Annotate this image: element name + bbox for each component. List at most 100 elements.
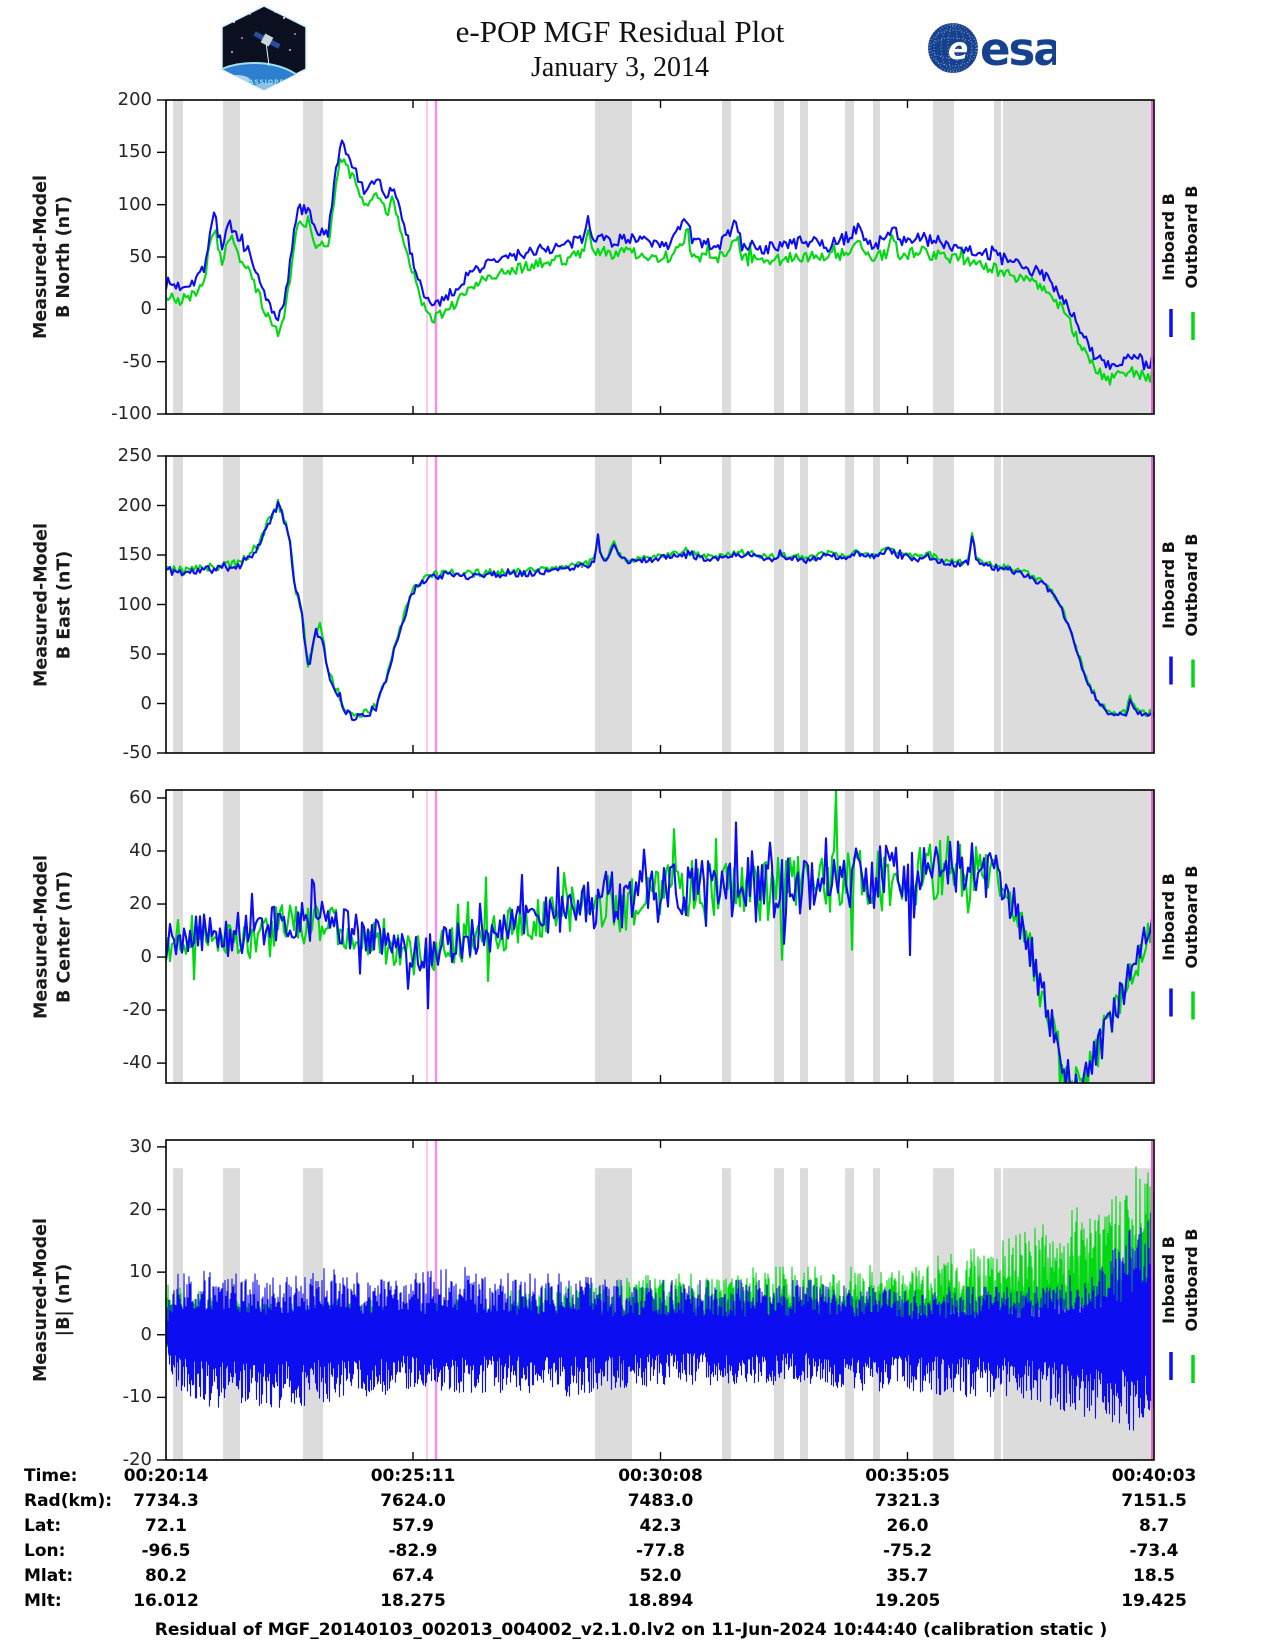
y-tick-label: 40: [129, 839, 152, 861]
legend-label-inboard: Inboard B: [1159, 540, 1178, 629]
interference-band: [722, 456, 732, 753]
esa-logo: e esa: [927, 22, 1056, 76]
legend-labels: Inboard B Outboard B: [1157, 520, 1205, 650]
outboard-b-series: [166, 158, 1154, 386]
legend-label-inboard: Inboard B: [1159, 193, 1178, 281]
x-axis-value: -96.5: [141, 1541, 191, 1561]
interference-band: [303, 790, 323, 1083]
interference-band: [1003, 790, 1154, 1083]
y-tick-label: 100: [117, 193, 152, 215]
x-axis-value: -82.9: [388, 1541, 438, 1561]
outboard-b-series: [166, 498, 1154, 718]
x-axis-row-label: Mlat:: [24, 1566, 74, 1586]
y-tick-label: 200: [117, 494, 152, 516]
y-tick-label: 10: [129, 1261, 152, 1283]
x-axis-value: 35.7: [886, 1566, 929, 1586]
y-tick-label: 50: [129, 246, 152, 267]
x-axis-value: 7624.0: [380, 1491, 446, 1511]
interference-band: [873, 790, 881, 1083]
outboard-b-series: [166, 790, 1154, 1083]
y-tick-label: 100: [117, 593, 152, 615]
x-axis-value: 7151.5: [1121, 1491, 1187, 1511]
x-axis-value: 18.894: [627, 1591, 694, 1611]
x-axis-value: 00:35:05: [865, 1466, 950, 1486]
y-tick-label: -50: [122, 742, 152, 763]
legend-label-outboard: Outboard B: [1182, 865, 1201, 968]
y-tick-label: 150: [117, 544, 152, 565]
x-axis-value: 26.0: [886, 1516, 929, 1536]
x-axis-value: 57.9: [392, 1516, 434, 1536]
y-tick-label: 20: [129, 893, 152, 915]
x-axis-value: 19.425: [1121, 1591, 1187, 1611]
legend-label-outboard: Outboard B: [1182, 533, 1201, 636]
y-tick-label: -40: [122, 1052, 152, 1074]
footer-note: Residual of MGF_20140103_002013_004002_v…: [154, 1620, 1108, 1640]
x-axis-value: 80.2: [145, 1566, 187, 1586]
y-tick-label: -100: [111, 403, 152, 424]
interference-band: [932, 790, 955, 1083]
y-tick-label: 30: [129, 1135, 152, 1157]
y-tick-label: 200: [117, 89, 152, 110]
x-axis-value: 72.1: [145, 1516, 187, 1536]
panel-2: [157, 789, 1195, 1084]
y-tick-label: 0: [140, 298, 152, 320]
patch-satellite-icon: [253, 31, 281, 67]
y-axis-title-line2: B Center (nT): [54, 870, 74, 1003]
y-tick-label: 0: [140, 1323, 152, 1345]
legend-label-outboard: Outboard B: [1182, 1228, 1201, 1332]
legend-labels: Inboard B Outboard B: [1157, 852, 1205, 982]
x-axis-row-label: Mlt:: [24, 1591, 62, 1611]
svg-text:e: e: [948, 32, 968, 67]
interference-band: [303, 100, 323, 414]
interference-band: [223, 456, 241, 753]
y-axis-title: Measured-Model |B| (nT): [30, 1140, 78, 1460]
legend-labels: Inboard B Outboard B: [1157, 1215, 1205, 1345]
panel-0: [157, 99, 1195, 415]
x-axis-value: 18.275: [380, 1591, 446, 1611]
x-axis-value: 00:20:14: [123, 1466, 209, 1486]
inboard-b-series: [166, 500, 1154, 722]
y-axis-title-line2: B North (nT): [54, 195, 74, 319]
y-tick-label: 250: [117, 445, 152, 466]
inboard-b-series: [166, 1212, 1154, 1431]
y-tick-label: -20: [122, 999, 152, 1021]
legend-label-outboard: Outboard B: [1182, 185, 1201, 289]
interference-band: [1003, 456, 1154, 753]
x-axis-value: 7321.3: [874, 1491, 941, 1511]
y-tick-label: -50: [122, 350, 152, 372]
y-axis-title-line1: Measured-Model: [31, 854, 51, 1019]
interference-band: [774, 456, 784, 753]
esa-globe-icon: e: [927, 22, 979, 74]
inboard-b-series: [166, 139, 1154, 371]
interference-band: [873, 456, 881, 753]
x-axis-row-label: Time:: [24, 1466, 78, 1486]
legend-labels: Inboard B Outboard B: [1157, 172, 1205, 302]
x-axis-value: 67.4: [392, 1566, 434, 1586]
interference-band: [844, 100, 855, 414]
y-axis-title-line2: |B| (nT): [54, 1263, 74, 1337]
interference-band: [223, 100, 241, 414]
interference-band: [844, 456, 855, 753]
y-tick-label: 60: [129, 786, 152, 808]
y-tick-label: 0: [140, 692, 152, 714]
x-axis-value: 19.205: [874, 1591, 941, 1611]
x-axis-value: 16.012: [133, 1591, 199, 1611]
legend-label-inboard: Inboard B: [1159, 872, 1178, 961]
interference-band: [173, 100, 183, 414]
x-axis-row-label: Lon:: [24, 1541, 66, 1561]
page-subtitle: January 3, 2014: [530, 52, 710, 83]
x-axis-value: 42.3: [639, 1516, 682, 1536]
y-axis-title-line1: Measured-Model: [31, 522, 51, 687]
y-tick-label: -20: [122, 1449, 152, 1470]
esa-wordmark: esa: [980, 23, 1056, 76]
x-axis-row-label: Rad(km):: [24, 1491, 113, 1511]
y-axis-title-line2: B East (nT): [54, 550, 74, 659]
x-axis-value: 52.0: [639, 1566, 682, 1586]
y-tick-label: -10: [122, 1386, 152, 1408]
x-axis-value: -77.8: [636, 1541, 685, 1561]
interference-band: [844, 790, 855, 1083]
interference-band: [799, 790, 809, 1083]
patch-label: CASSIOPE: [243, 79, 284, 86]
interference-band: [1003, 100, 1154, 414]
